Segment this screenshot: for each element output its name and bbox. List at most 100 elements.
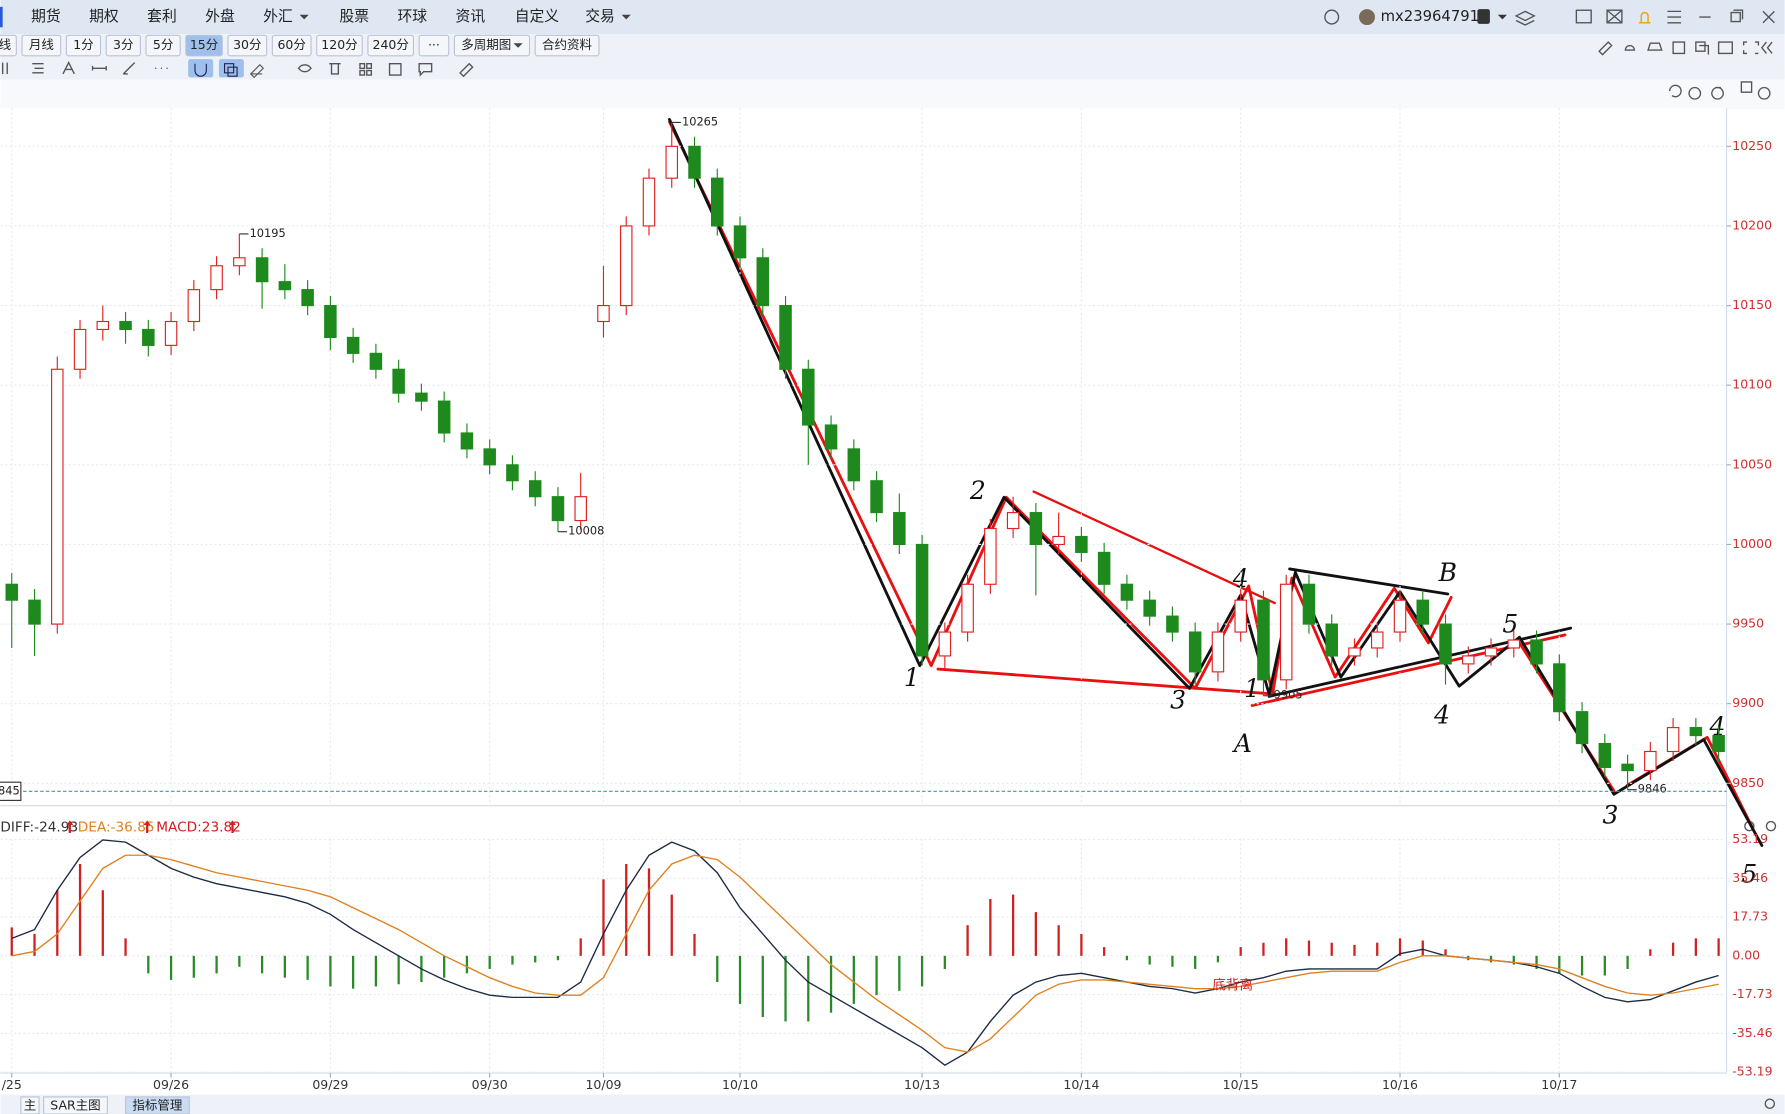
bottom-tab-label[interactable]: 主 [24, 1098, 37, 1113]
avatar[interactable] [1359, 9, 1375, 26]
period-button[interactable] [453, 34, 531, 57]
window-icons[interactable] [1324, 9, 1777, 1109]
menu-item[interactable]: 资讯 [456, 8, 486, 25]
y2-tick-label: 0.00 [1732, 947, 1760, 962]
mail-icon[interactable] [1606, 9, 1623, 24]
period-label[interactable]: 月线 [29, 37, 55, 52]
macd-bar [1057, 925, 1060, 956]
period-button[interactable] [316, 34, 363, 57]
tool-icon[interactable] [459, 62, 474, 78]
macd-bar [1034, 912, 1038, 956]
period-label[interactable]: 线 [0, 37, 12, 52]
bottom-tab-label[interactable]: SAR主图 [50, 1098, 100, 1113]
macd-bar [374, 955, 378, 987]
macd-bar [169, 955, 173, 980]
macd-bar [579, 938, 582, 956]
close[interactable] [1762, 10, 1775, 24]
tool-icon[interactable] [359, 63, 373, 76]
bottom-tab[interactable] [43, 1096, 108, 1114]
menu-item[interactable]: 交易 [585, 7, 615, 25]
period-button[interactable] [227, 34, 268, 57]
menu-item[interactable]: 股票 [339, 8, 369, 25]
candle-body [1348, 647, 1361, 657]
user-dropdown[interactable] [1497, 14, 1507, 20]
candle-body [1666, 727, 1680, 753]
tool-icon[interactable] [1, 62, 44, 74]
period-label[interactable]: 5分 [153, 37, 173, 52]
legend-arrows [66, 820, 236, 833]
pane-setting[interactable] [1765, 820, 1777, 832]
bottom-setting[interactable] [1764, 1098, 1776, 1109]
menu-item[interactable]: 自定义 [515, 8, 560, 25]
layers-icon[interactable] [1514, 10, 1536, 26]
tool-icon[interactable] [418, 63, 433, 77]
macd-bar [966, 925, 969, 956]
bell-icon[interactable] [1638, 11, 1651, 24]
pen-icon[interactable] [249, 64, 265, 79]
lock-toggle[interactable] [218, 59, 244, 78]
period-button[interactable] [271, 34, 312, 57]
hand-stroke [1032, 490, 1276, 605]
restore[interactable] [1730, 9, 1744, 23]
hand-label: 3 [1170, 686, 1186, 715]
candle-body [1416, 599, 1430, 625]
bottom-tab[interactable] [20, 1096, 40, 1114]
period-button[interactable] [418, 34, 450, 57]
tool-icon[interactable] [91, 65, 107, 71]
period-button[interactable] [185, 34, 223, 57]
tool-icon[interactable] [388, 63, 402, 76]
list-icon[interactable] [1667, 10, 1682, 24]
period-button[interactable] [105, 34, 141, 57]
period-button[interactable] [65, 34, 102, 57]
period-label[interactable]: ··· [428, 37, 440, 52]
period-label[interactable]: 3分 [113, 37, 133, 52]
tool-icon[interactable] [62, 61, 75, 75]
zoom-tools[interactable] [1669, 81, 1771, 100]
macd-bar [875, 955, 878, 996]
last-price-label: 9845 [0, 783, 20, 797]
menu-item[interactable]: 外盘 [205, 7, 235, 25]
macd-line [11, 839, 1719, 1066]
period-button[interactable] [534, 34, 600, 57]
tool-icon[interactable] [297, 64, 312, 73]
menu-item[interactable]: 期权 [89, 8, 119, 25]
chart-header [0, 79, 1785, 110]
tool-icon[interactable] [329, 63, 341, 75]
period-button[interactable] [21, 34, 62, 57]
chart-tools[interactable] [1598, 41, 1773, 56]
macd-bar [1558, 955, 1561, 974]
period-label[interactable]: 1分 [73, 37, 93, 52]
menu-item[interactable]: 期货 [31, 8, 61, 25]
period-label[interactable]: 240分 [373, 37, 409, 52]
price-pane [0, 108, 1727, 806]
period-button[interactable] [145, 34, 181, 57]
tool-icon[interactable] [122, 62, 136, 75]
period-label[interactable]: 合约资料 [542, 37, 593, 52]
bottom-tab[interactable] [124, 1096, 190, 1114]
menu-item[interactable]: 套利 [147, 8, 177, 25]
divergence-label: 底背离 [1212, 976, 1253, 993]
period-label[interactable]: 15分 [190, 37, 218, 52]
drawing-tools[interactable] [1, 61, 474, 78]
period-button[interactable] [0, 34, 17, 57]
menu-item[interactable]: 外汇 [263, 8, 293, 25]
candle-body [1689, 727, 1703, 737]
candle-body [1029, 512, 1043, 546]
y-tick-label: 9900 [1732, 695, 1764, 710]
bottom-tab-label[interactable]: 指标管理 [132, 1098, 183, 1113]
username[interactable]: mx239647912 [1381, 8, 1489, 25]
hand-label: 2 [969, 476, 986, 505]
period-label[interactable]: 120分 [321, 37, 357, 52]
period-label[interactable]: 30分 [233, 37, 261, 52]
hand-label: 4 [1709, 712, 1726, 741]
period-label[interactable]: 60分 [277, 37, 305, 52]
robot-icon[interactable] [1324, 9, 1340, 25]
macd-bar [1694, 938, 1697, 956]
period-label[interactable]: 多周期图 [461, 37, 511, 52]
video-icon[interactable] [1575, 9, 1592, 24]
magnet-toggle[interactable] [188, 59, 214, 78]
candle-body [688, 145, 701, 179]
menu-item[interactable]: 环球 [398, 8, 428, 25]
macd-bar [1080, 933, 1083, 956]
period-button[interactable] [367, 34, 415, 57]
